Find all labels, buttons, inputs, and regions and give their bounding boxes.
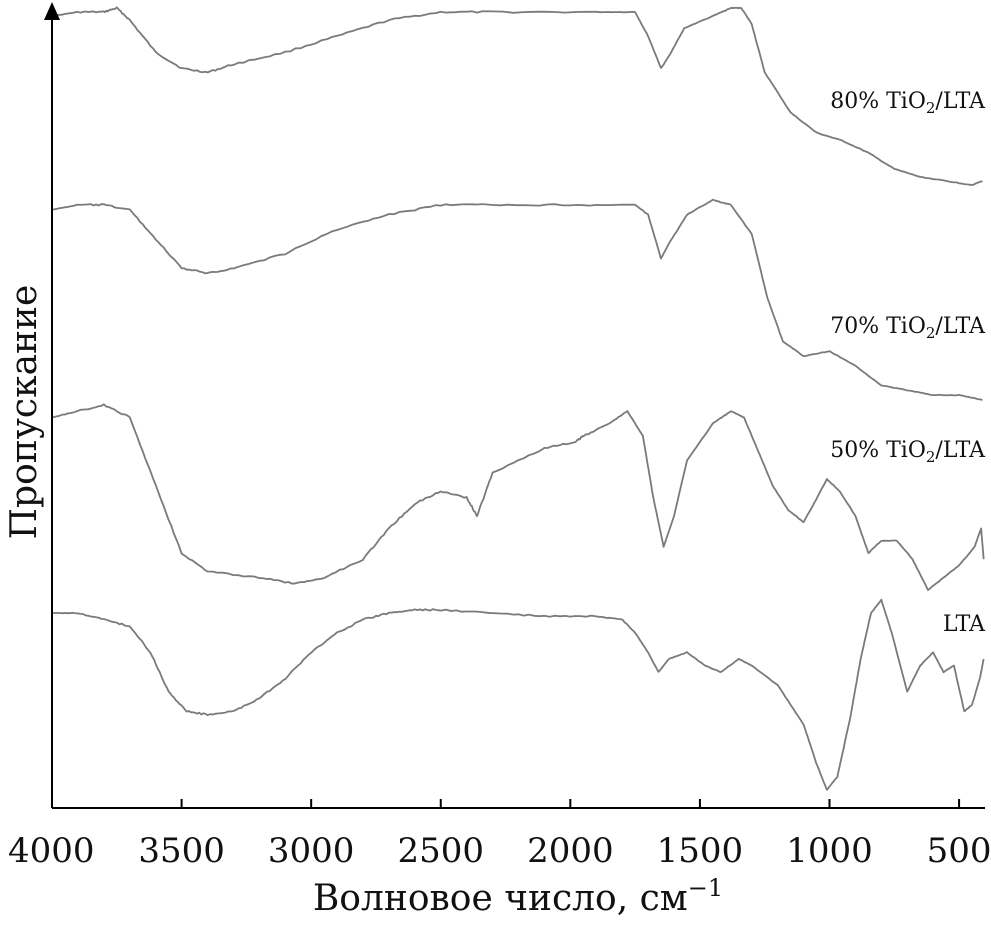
series-label-subscript: 2 bbox=[926, 448, 936, 466]
y-axis-arrow bbox=[44, 2, 60, 20]
series-label-1: 80% TiO2/LTA bbox=[830, 89, 986, 117]
series-label-3: 50% TiO2/LTA bbox=[830, 438, 986, 466]
x-tick-label-2000: 2000 bbox=[527, 831, 614, 871]
x-tick-label-3000: 3000 bbox=[268, 831, 355, 871]
y-axis-title: Пропускание bbox=[4, 285, 45, 540]
x-tick-label-1500: 1500 bbox=[657, 831, 744, 871]
series-label-main: 70% TiO bbox=[830, 314, 926, 339]
series-line-3 bbox=[51, 403, 985, 591]
series-label-suffix: /LTA bbox=[935, 314, 986, 339]
series-group bbox=[51, 6, 985, 791]
series-label-subscript: 2 bbox=[926, 99, 936, 117]
x-tick-label-3500: 3500 bbox=[138, 831, 225, 871]
series-line-1 bbox=[51, 6, 983, 186]
x-axis-title-superscript: −1 bbox=[688, 874, 723, 902]
series-line-2 bbox=[51, 198, 983, 401]
x-tick-label-500: 500 bbox=[927, 831, 991, 871]
x-axis-ticks: 4000 3500 3000 2500 2000 1500 1000 500 bbox=[8, 799, 991, 871]
series-label-subscript: 2 bbox=[926, 324, 936, 342]
series-label-main: LTA bbox=[943, 612, 986, 637]
x-tick-label-4000: 4000 bbox=[8, 831, 95, 871]
series-label-main: 80% TiO bbox=[830, 89, 926, 114]
x-tick-label-1000: 1000 bbox=[786, 831, 873, 871]
x-tick-label-2500: 2500 bbox=[397, 831, 484, 871]
series-label-2: 70% TiO2/LTA bbox=[830, 314, 986, 342]
series-label-suffix: /LTA bbox=[935, 89, 986, 114]
x-axis-title-main: Волновое число, см bbox=[313, 878, 688, 919]
series-label-4: LTA bbox=[943, 612, 986, 637]
axes: 4000 3500 3000 2500 2000 1500 1000 500 bbox=[8, 2, 991, 871]
series-label-main: 50% TiO bbox=[830, 438, 926, 463]
series-label-suffix: /LTA bbox=[935, 438, 986, 463]
x-axis-title: Волновое число, см−1 bbox=[313, 874, 723, 919]
series-line-4 bbox=[51, 598, 985, 791]
